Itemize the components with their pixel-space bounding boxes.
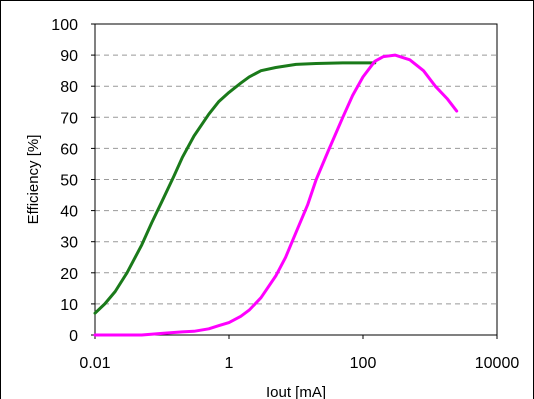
y-axis: 0 10 20 30 40 50 60 70 80 90 100 <box>51 17 95 345</box>
y-tick-label-100: 100 <box>51 17 78 34</box>
y-axis-title: Efficiency [%] <box>25 135 42 225</box>
y-tick-label-80: 80 <box>60 79 78 96</box>
y-tick-label-50: 50 <box>60 173 78 190</box>
y-tick-label-10: 10 <box>60 297 78 314</box>
y-tick-label-30: 30 <box>60 235 78 252</box>
series-line-2 <box>93 53 459 337</box>
y-tick-label-90: 90 <box>60 48 78 65</box>
series-layer <box>93 53 459 337</box>
x-axis: 0.01 1 100 10000 <box>79 335 519 372</box>
grid-lines <box>95 54 497 305</box>
y-tick-label-70: 70 <box>60 110 78 127</box>
y-tick-label-20: 20 <box>60 266 78 283</box>
series-line-1 <box>93 61 377 315</box>
x-axis-title: Iout [mA] <box>266 384 326 399</box>
y-tick-label-0: 0 <box>69 328 78 345</box>
x-tick-label-100: 100 <box>350 355 377 372</box>
x-tick-label-0.01: 0.01 <box>79 355 110 372</box>
x-tick-label-10000: 10000 <box>475 355 520 372</box>
y-tick-label-60: 60 <box>60 141 78 158</box>
x-tick-label-1: 1 <box>225 355 234 372</box>
y-tick-label-40: 40 <box>60 204 78 221</box>
